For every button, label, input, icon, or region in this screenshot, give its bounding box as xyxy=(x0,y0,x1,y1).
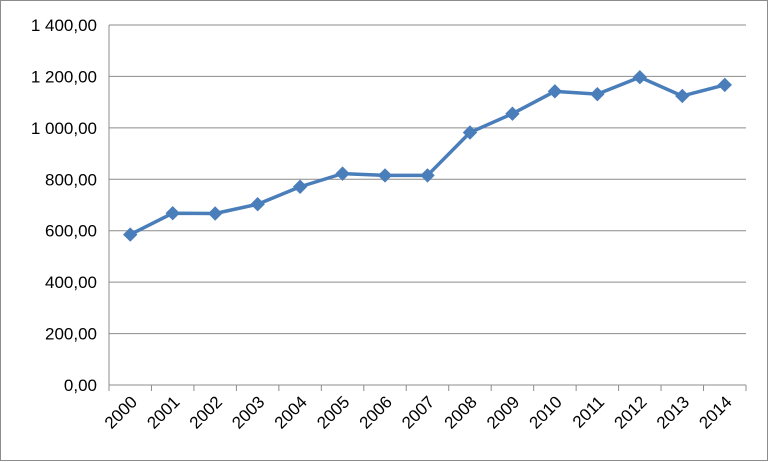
data-point-marker xyxy=(462,125,478,140)
x-tick-label: 2010 xyxy=(526,392,566,432)
data-point-marker xyxy=(250,197,265,212)
y-tick-label: 400,00 xyxy=(45,273,97,292)
data-point-marker xyxy=(292,179,308,194)
data-point-marker xyxy=(547,84,563,99)
data-point-marker xyxy=(505,106,520,121)
x-tick-label: 2011 xyxy=(569,392,608,431)
data-point-marker xyxy=(675,88,690,104)
x-tick-label: 2012 xyxy=(610,392,650,432)
x-tick-label: 2002 xyxy=(186,392,226,432)
series-layer xyxy=(123,69,732,242)
x-axis xyxy=(108,25,747,391)
y-tick-label: 1 400,00 xyxy=(31,16,97,35)
x-tick-label: 2008 xyxy=(441,392,481,432)
y-axis-tick-labels: 0,00 200,00 400,00 600,00 800,00 1 000,00 1 20… xyxy=(31,16,97,395)
y-tick-label: 1 000,00 xyxy=(31,119,97,138)
data-point-marker xyxy=(632,69,648,85)
gridlines xyxy=(109,24,746,386)
x-tick-label: 2004 xyxy=(271,392,311,432)
x-axis-tick-labels: 2000 2001 2002 2003 2004 2005 2006 2007 2008 2009… xyxy=(101,392,736,432)
x-tick-label: 2009 xyxy=(483,392,523,432)
y-tick-label: 200,00 xyxy=(45,325,97,344)
x-tick-label: 2013 xyxy=(653,392,693,432)
x-tick-label: 2000 xyxy=(101,392,141,432)
x-tick-label: 2005 xyxy=(313,392,353,432)
data-point-marker xyxy=(207,206,223,221)
y-tick-label: 1 200,00 xyxy=(31,67,97,86)
y-tick-label: 800,00 xyxy=(45,170,97,189)
data-point-marker xyxy=(590,86,605,102)
data-point-marker xyxy=(123,227,138,242)
x-tick-label: 2001 xyxy=(143,392,183,432)
data-point-marker xyxy=(335,166,350,181)
x-tick-label: 2006 xyxy=(356,392,396,432)
x-tick-label: 2014 xyxy=(695,392,735,432)
x-tick-label: 2003 xyxy=(228,392,268,432)
x-tick-label: 2007 xyxy=(398,392,438,432)
y-tick-label: 600,00 xyxy=(45,222,97,241)
data-point-marker xyxy=(377,168,393,183)
data-point-marker xyxy=(420,168,435,183)
data-point-marker xyxy=(165,206,180,221)
data-point-marker xyxy=(717,77,732,93)
y-tick-label: 0,00 xyxy=(64,376,97,395)
